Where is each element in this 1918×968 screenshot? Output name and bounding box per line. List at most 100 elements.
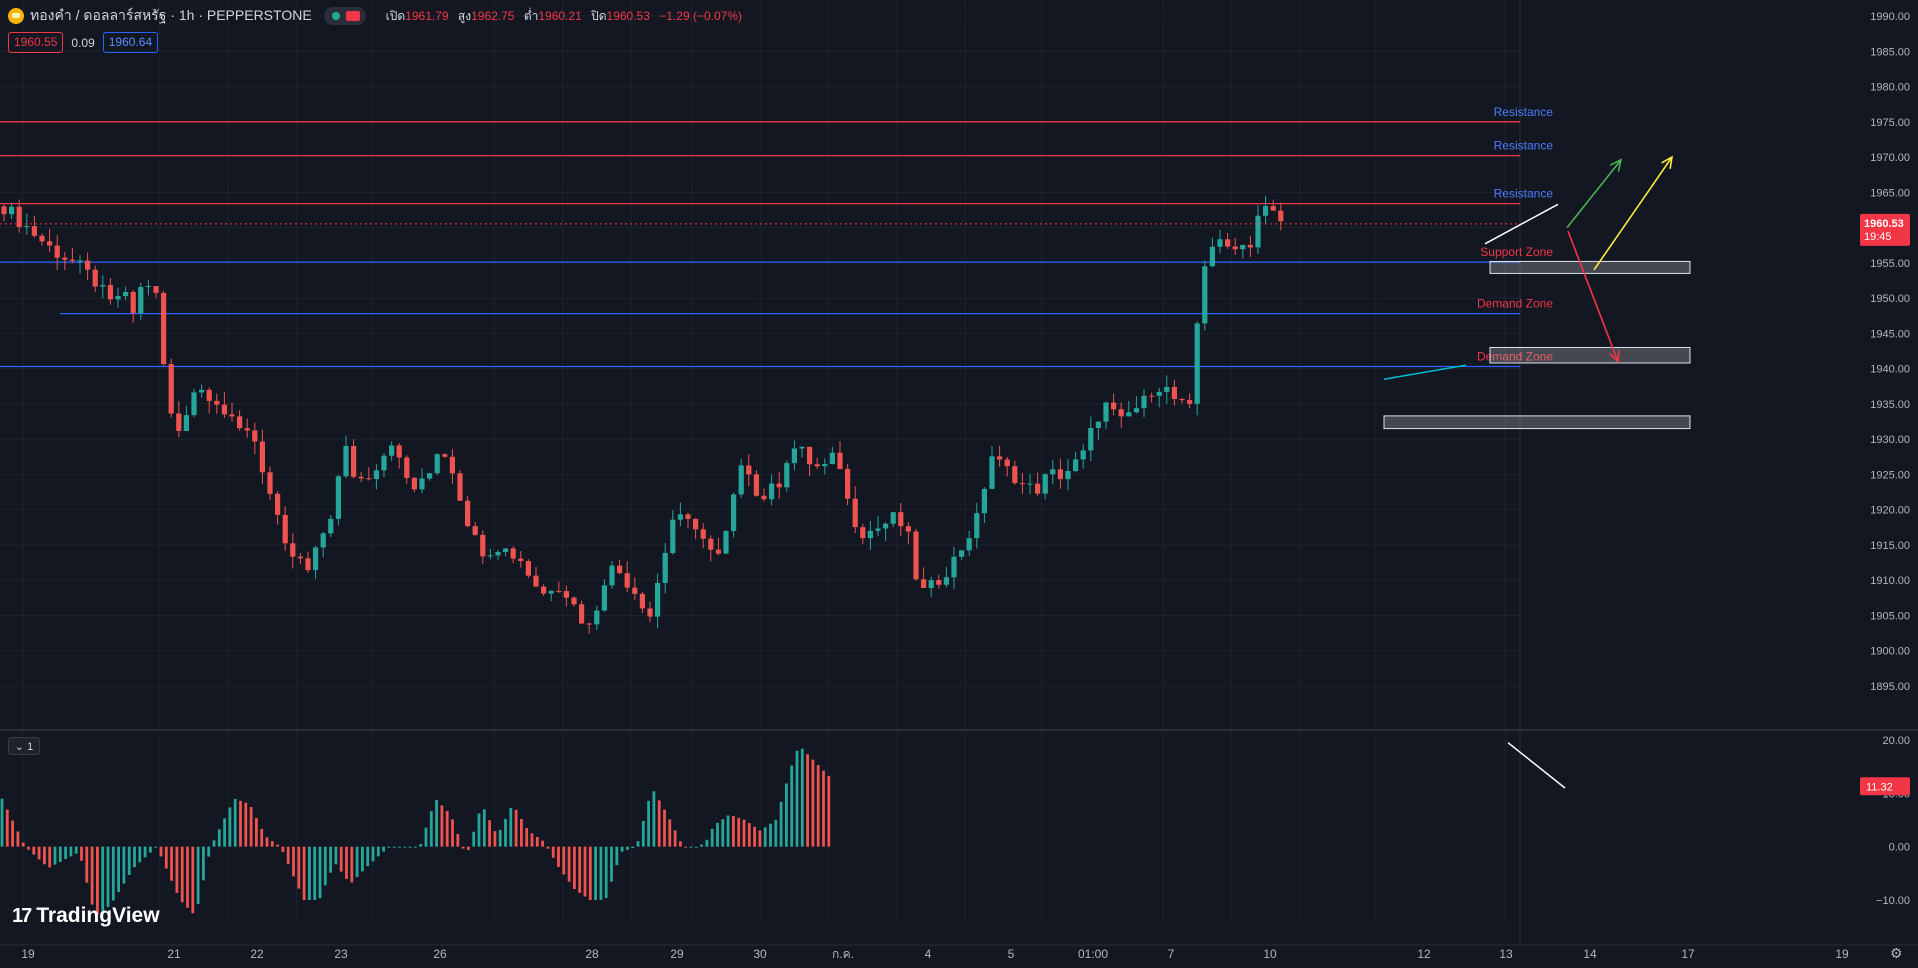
candle-body [297,556,303,559]
candle-body [39,235,45,242]
candle-body [130,291,136,314]
histogram-bar [281,846,285,853]
histogram-bar [588,846,592,900]
histogram-bar [785,783,788,847]
candle-body [852,498,858,528]
candle-body [989,456,995,489]
candle-body [145,285,151,288]
sell-button[interactable]: 1960.55 [8,32,64,53]
candle-body [434,454,440,474]
histogram-bar [737,817,741,847]
candle-body [107,285,113,300]
candle-body [259,441,265,473]
symbol-title[interactable]: ทองคำ / ดอลลาร์สหรัฐ · 1h · PEPPERSTONE [30,7,312,23]
histogram-bar [461,846,465,849]
candle-body [1255,215,1261,248]
osc-value-label: 11.32 [1866,781,1893,793]
histogram-bar [96,846,99,915]
histogram-bar [313,846,317,900]
candle-body [829,452,835,465]
histogram-bar [21,842,25,847]
candle-body [966,538,972,551]
gear-icon[interactable]: ⚙ [1890,945,1903,961]
candle-body [191,392,197,416]
low-label: ต่ำ [523,8,539,23]
candle-body [1042,474,1048,494]
logo-text: TradingView [36,904,160,927]
histogram-bar [355,846,359,877]
histogram-bar [122,846,126,884]
histogram-bar [387,846,391,848]
candle-body [138,287,144,314]
time-tick: 17 [1681,947,1695,961]
histogram-bar [244,802,248,847]
candle-body [905,526,911,532]
candle-body [700,529,706,539]
indicator-toggle-button[interactable]: ⌄ 1 [8,737,40,755]
histogram-bar [202,846,205,881]
market-status[interactable] [323,7,366,25]
histogram-bar [376,846,380,857]
histogram-bar [239,800,242,847]
zone-box [1489,260,1691,274]
histogram-bar [223,818,226,847]
candle-body [199,389,205,393]
candle-body [875,528,881,531]
histogram-bar [769,823,772,847]
histogram-bar [196,846,200,905]
candle-body [822,464,828,467]
time-tick: 30 [753,947,767,961]
candle-body [776,483,782,488]
candle-body [1149,395,1155,397]
histogram-bar [133,846,136,868]
candle-body [586,623,592,625]
candle-body [624,573,630,588]
histogram-bar [440,805,444,847]
time-tick: 19 [21,947,35,961]
candle-body [1065,471,1071,480]
price-tick: 1930.00 [1870,434,1910,446]
histogram-bar [37,846,41,860]
candle-body [670,519,676,553]
tradingview-logo[interactable]: 17 TradingView [12,904,160,928]
histogram-bar [509,807,513,847]
osc-value-badge [1860,777,1910,796]
histogram-bar [392,846,396,848]
candle-body [320,533,326,548]
green-arrow [1566,159,1622,229]
level-label: Resistance [1494,105,1554,119]
market-open-icon [331,12,340,20]
histogram-bar [795,750,799,847]
histogram-bar [175,846,179,893]
buy-button[interactable]: 1960.64 [102,32,159,53]
candle-body [1209,246,1215,267]
histogram-bar [159,846,163,857]
histogram-bar [551,846,555,858]
histogram-bar [361,846,364,872]
histogram-bar [641,820,645,847]
time-tick: 4 [925,947,932,961]
candle-body [738,465,744,495]
time-tick: 23 [334,947,348,961]
histogram-bar [302,846,306,900]
histogram-bar [58,846,62,862]
candle-body [936,580,942,585]
high-label: สูง [457,8,472,23]
candle-body [1095,421,1101,428]
histogram-bar [334,846,338,865]
histogram-bar [520,818,523,847]
histogram-bar [0,798,4,847]
time-tick: ก.ค. [832,947,854,961]
histogram-bar [164,846,168,869]
candle-body [1088,427,1094,451]
time-tick: 26 [433,947,447,961]
histogram-bar [16,831,20,847]
price-tick: 1945.00 [1870,328,1910,340]
histogram-bar [541,840,544,847]
histogram-bar [790,765,794,847]
histogram-bar [85,846,89,883]
histogram-bar [255,818,258,847]
candle-body [313,547,319,571]
candle-body [305,558,311,571]
